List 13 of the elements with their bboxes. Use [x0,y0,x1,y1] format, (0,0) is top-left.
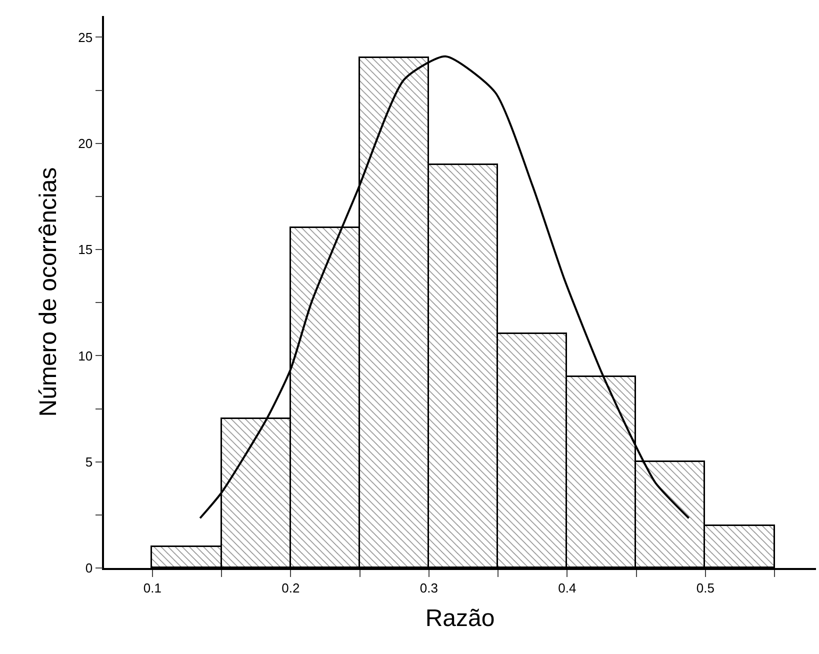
x-tick-label: 0.1 [143,580,162,596]
x-axis-title: Razão [425,605,495,632]
y-tick-label: 10 [78,348,93,364]
y-tick-label: 25 [78,30,93,45]
x-tick-label: 0.3 [420,580,438,596]
x-tick-label: 0.2 [282,580,300,596]
y-tick-label: 0 [85,560,93,576]
y-tick-label: 20 [78,136,93,151]
y-axis-title: Número de ocorrências [34,167,62,417]
y-tick-label: 15 [78,242,93,258]
x-tick-label: 0.5 [696,580,714,596]
y-tick-label: 5 [85,454,93,470]
x-tick-label: 0.4 [558,580,576,596]
